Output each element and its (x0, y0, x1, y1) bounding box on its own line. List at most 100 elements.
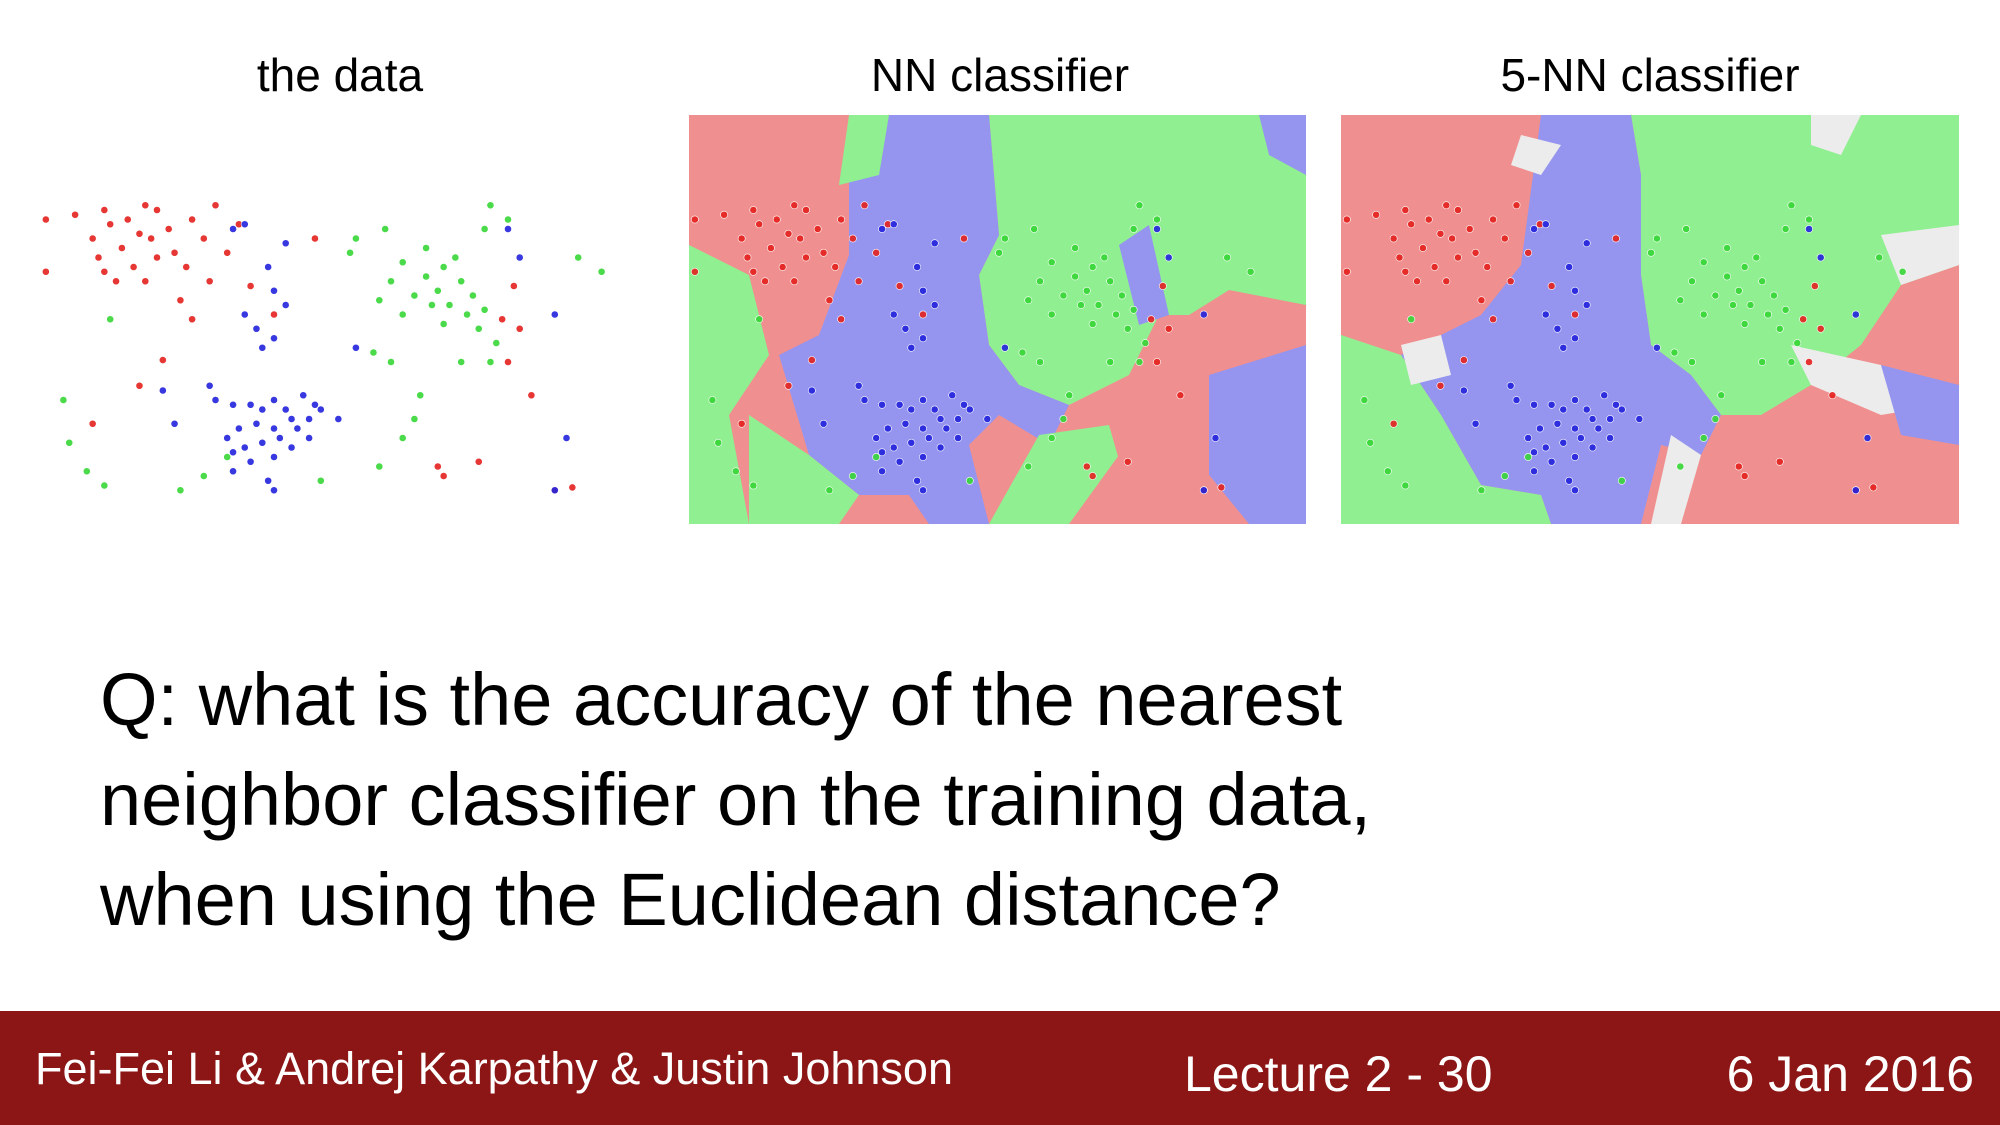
data-point (82, 467, 91, 476)
data-point (930, 405, 939, 414)
data-point (919, 286, 927, 295)
data-point (1442, 277, 1451, 286)
data-point (170, 419, 179, 428)
data-point (1430, 263, 1439, 271)
data-point (41, 215, 50, 224)
data-point (445, 301, 454, 309)
data-point (1769, 291, 1778, 300)
data-point (176, 296, 185, 305)
data-point (480, 225, 489, 233)
data-point (106, 315, 115, 324)
data-point (1699, 258, 1708, 267)
data-point (1135, 358, 1144, 366)
data-point (1071, 244, 1079, 252)
data-point (1401, 267, 1410, 276)
data-point (1000, 234, 1009, 243)
data-point (1524, 248, 1533, 257)
data-point (878, 448, 886, 457)
question-line-2: neighbor classifier on the training data… (100, 758, 1372, 841)
data-point (153, 253, 161, 262)
data-point (240, 220, 249, 229)
data-point (270, 286, 278, 295)
nn-region (1119, 225, 1169, 325)
data-point (316, 405, 325, 414)
data-point (889, 220, 898, 229)
data-point (293, 424, 302, 433)
nn-region (689, 245, 769, 524)
data-point (433, 462, 442, 471)
nn-region (839, 115, 889, 185)
data-point (1600, 391, 1609, 400)
data-point (1717, 391, 1726, 400)
data-point (1500, 472, 1509, 480)
data-point (1424, 215, 1433, 224)
question-text: Q: what is the accuracy of the nearest n… (100, 650, 1371, 950)
data-point (1164, 253, 1173, 262)
knn-region (1401, 335, 1451, 385)
data-point (1454, 253, 1462, 262)
data-point (568, 483, 577, 492)
data-point (872, 248, 881, 257)
data-point (1530, 400, 1538, 409)
data-point (1740, 320, 1749, 328)
data-point (1030, 225, 1039, 233)
data-point (270, 334, 278, 343)
data-point (878, 225, 886, 233)
data-point (223, 248, 232, 257)
data-point (1553, 419, 1562, 428)
data-point (1117, 291, 1126, 300)
data-point (305, 434, 313, 442)
data-point (1211, 434, 1220, 442)
data-point (270, 396, 278, 404)
data-point (995, 248, 1003, 257)
data-point (819, 248, 828, 257)
data-point (182, 263, 191, 271)
data-point (88, 419, 97, 428)
data-point (1199, 310, 1208, 319)
data-point (1059, 291, 1068, 300)
data-point (772, 215, 781, 224)
data-point (258, 405, 267, 414)
data-point (1389, 234, 1398, 243)
data-point (351, 343, 360, 352)
data-point (1372, 210, 1380, 219)
data-point (1670, 348, 1679, 357)
data-point (901, 419, 910, 428)
data-point (954, 415, 962, 423)
data-point (1682, 225, 1691, 233)
data-point (41, 267, 50, 276)
data-point (229, 448, 237, 457)
data-point (158, 356, 167, 364)
data-point (790, 277, 799, 286)
data-point (1828, 391, 1837, 400)
data-point (1419, 244, 1427, 252)
data-point (1047, 258, 1056, 267)
data-point (790, 201, 799, 210)
data-point (1129, 225, 1138, 233)
knn-region (1511, 135, 1561, 175)
data-point (281, 239, 290, 248)
data-point (825, 296, 834, 305)
data-point (1576, 434, 1585, 442)
data-point (1436, 229, 1445, 238)
data-point (1816, 253, 1825, 262)
data-point (1764, 310, 1772, 319)
data-point (1223, 253, 1232, 262)
data-point (439, 320, 448, 328)
data-point (1465, 225, 1474, 233)
data-point (1106, 277, 1115, 286)
nn-region (1259, 115, 1306, 175)
data-point (1199, 486, 1208, 495)
data-point (755, 315, 764, 324)
data-point (270, 453, 278, 461)
data-point (71, 210, 79, 219)
data-point (1652, 343, 1661, 352)
data-point (387, 358, 395, 366)
data-point (1024, 462, 1033, 471)
data-point (1617, 405, 1626, 414)
nn-region (779, 115, 1069, 524)
data-point (574, 253, 583, 262)
data-point (954, 434, 962, 442)
data-point (913, 263, 922, 271)
data-point (1000, 343, 1009, 352)
